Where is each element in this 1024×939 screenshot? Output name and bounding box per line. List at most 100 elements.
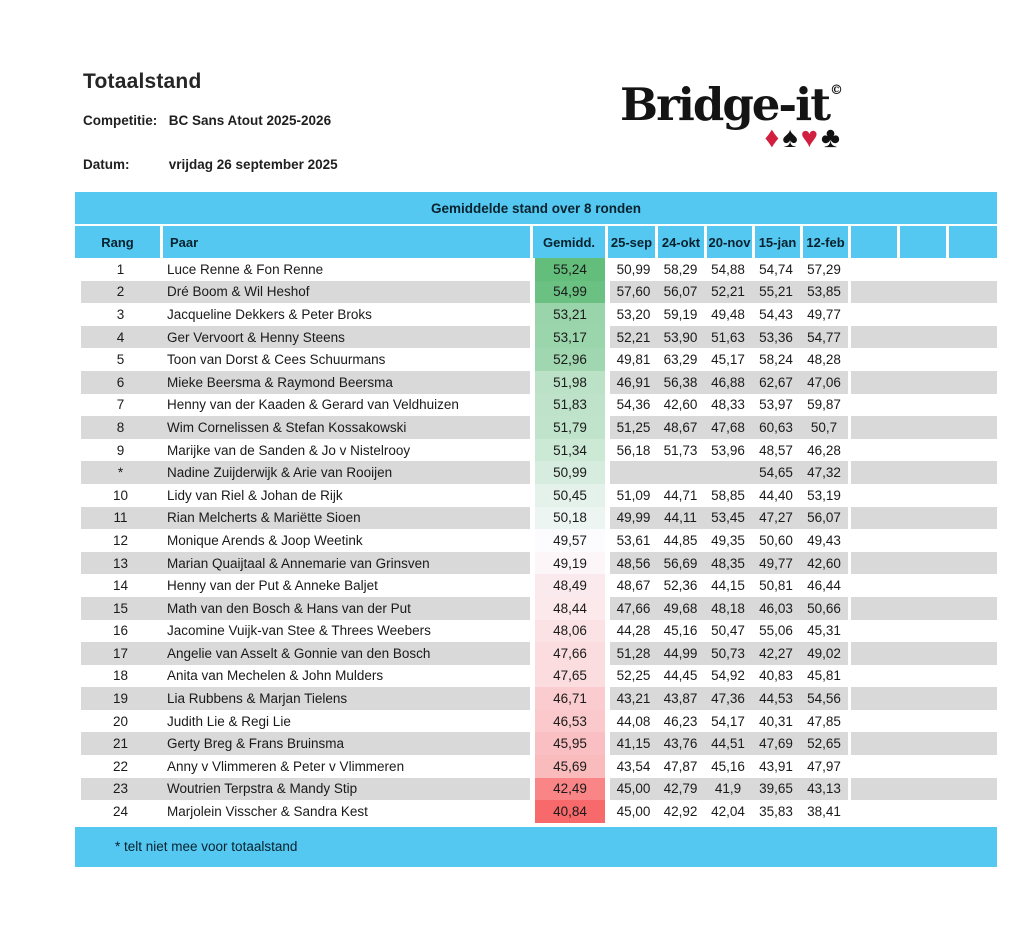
score-cell: 56,07 [800, 506, 848, 530]
score-cell: 40,83 [759, 668, 793, 684]
average-cell: 51,34 [535, 438, 605, 462]
score-cell: 49,43 [807, 532, 841, 548]
rank-cell: 1 [116, 261, 125, 277]
score-cell: 44,53 [752, 687, 800, 710]
score-cell: 48,18 [704, 596, 752, 620]
column-header-rank: Rang [75, 226, 160, 258]
score-cell: 44,51 [704, 732, 752, 756]
table-row: 2 Dré Boom & Wil Heshof 54,99 57,60 56,07… [81, 280, 997, 304]
score-cell [610, 461, 657, 484]
rank-cell: 19 [81, 687, 160, 710]
score-cell [657, 461, 704, 484]
pair-cell: Jacqueline Dekkers & Peter Broks [167, 306, 372, 322]
column-header-empty [900, 226, 946, 258]
score-cell: 42,79 [657, 777, 704, 801]
score-cell: 52,21 [704, 280, 752, 304]
empty-cell [851, 732, 997, 756]
score-cell: 56,38 [657, 370, 704, 394]
pair-cell: Anita van Mechelen & John Mulders [167, 668, 384, 684]
score-cell: 54,43 [759, 306, 793, 322]
table-row: 8 Wim Cornelissen & Stefan Kossakowski 5… [81, 416, 997, 439]
score-cell: 53,96 [711, 442, 745, 458]
score-cell: 47,87 [663, 758, 698, 774]
heart-suit-icon: ♥ [800, 121, 821, 154]
score-cell: 54,77 [800, 325, 848, 349]
score-cell: 42,60 [800, 551, 848, 575]
table-row: 3 Jacqueline Dekkers & Peter Broks 53,21… [81, 303, 997, 326]
score-cell: 47,68 [704, 416, 752, 439]
table-row: 19 Lia Rubbens & Marjan Tielens 46,71 43… [81, 687, 997, 710]
date-row: Datum: vrijdag 26 september 2025 [83, 157, 338, 172]
score-cell: 42,27 [752, 642, 800, 665]
score-cell: 47,32 [800, 461, 848, 484]
score-cell: 41,15 [610, 732, 657, 756]
empty-cell [851, 506, 997, 530]
table-row: 7 Henny van der Kaaden & Gerard van Veld… [81, 393, 997, 417]
rank-cell: 13 [81, 551, 160, 575]
pair-cell: Monique Arends & Joop Weetink [167, 532, 363, 548]
pair-cell: Lidy van Riel & Johan de Rijk [167, 487, 343, 503]
score-cell: 46,23 [663, 713, 698, 729]
rank-cell: 20 [112, 713, 129, 729]
empty-cell [851, 280, 997, 304]
score-cell: 52,21 [610, 325, 657, 349]
table-row: 16 Jacomine Vuijk-van Stee & Threes Weeb… [81, 619, 997, 643]
competition-row: Competitie: BC Sans Atout 2025-2026 [83, 113, 331, 128]
empty-cell [851, 258, 997, 281]
column-header-empty [949, 226, 997, 258]
score-cell: 49,35 [711, 532, 745, 548]
pair-cell: Anny v Vlimmeren & Peter v Vlimmeren [167, 758, 405, 774]
table-body: 1 Luce Renne & Fon Renne 55,24 50,99 58,2… [75, 258, 997, 823]
empty-cell [851, 620, 997, 643]
score-cell: 50,47 [711, 623, 745, 639]
score-cell: 56,07 [657, 280, 704, 304]
score-cell: 46,44 [807, 578, 841, 594]
score-cell: 50,66 [800, 596, 848, 620]
empty-cell [851, 529, 997, 552]
rank-cell: 10 [112, 487, 129, 503]
score-cell: 51,73 [663, 442, 698, 458]
table-row: 5 Toon van Dorst & Cees Schuurmans 52,96… [81, 348, 997, 371]
score-cell: 48,28 [807, 352, 841, 368]
score-cell: 44,99 [657, 642, 704, 665]
score-cell: 48,67 [657, 416, 704, 439]
score-cell [704, 461, 752, 484]
table-row: 15 Math van den Bosch & Hans van der Put… [81, 596, 997, 620]
empty-cell [851, 574, 997, 597]
column-header-empty [851, 226, 897, 258]
score-cell: 43,76 [657, 732, 704, 756]
score-cell: 44,15 [711, 578, 745, 594]
score-cell: 50,99 [616, 261, 651, 277]
column-header-15-jan: 15-jan [755, 226, 800, 258]
rank-cell: 6 [81, 370, 160, 394]
rank-cell: 15 [81, 596, 160, 620]
average-cell: 50,18 [535, 506, 605, 530]
table-row: 20 Judith Lie & Regi Lie 46,53 44,08 46,2… [81, 709, 997, 733]
rank-cell: 5 [116, 352, 125, 368]
average-cell: 55,24 [535, 258, 605, 281]
score-cell: 53,61 [616, 532, 651, 548]
score-cell: 42,60 [663, 397, 698, 413]
column-header-20-nov: 20-nov [707, 226, 752, 258]
score-cell: 38,41 [807, 804, 841, 820]
score-cell: 53,85 [800, 280, 848, 304]
bridge-it-logo: Bridge-it© ♦♠♥♣ [583, 80, 843, 153]
rank-cell: 8 [81, 416, 160, 439]
average-cell: 45,69 [535, 755, 605, 778]
rank-cell: 2 [81, 280, 160, 304]
empty-cell [851, 665, 997, 688]
bridge-it-wordmark: Bridge-it© [620, 78, 843, 131]
competition-label: Competitie: [83, 113, 158, 128]
average-cell: 53,21 [535, 303, 605, 326]
date-value: vrijdag 26 september 2025 [168, 157, 338, 172]
standings-table: Gemiddelde stand over 8 ronden Rang Paar… [75, 192, 997, 867]
average-cell: 48,49 [535, 574, 605, 597]
score-cell: 41,9 [704, 777, 752, 801]
pair-cell: Angelie van Asselt & Gonnie van den Bosc… [160, 642, 530, 665]
empty-cell [851, 777, 997, 801]
average-cell: 47,66 [535, 642, 605, 665]
rank-cell: 23 [81, 777, 160, 801]
pair-cell: Jacomine Vuijk-van Stee & Threes Weebers [167, 623, 431, 639]
score-cell: 54,56 [800, 687, 848, 710]
score-cell: 47,06 [800, 370, 848, 394]
